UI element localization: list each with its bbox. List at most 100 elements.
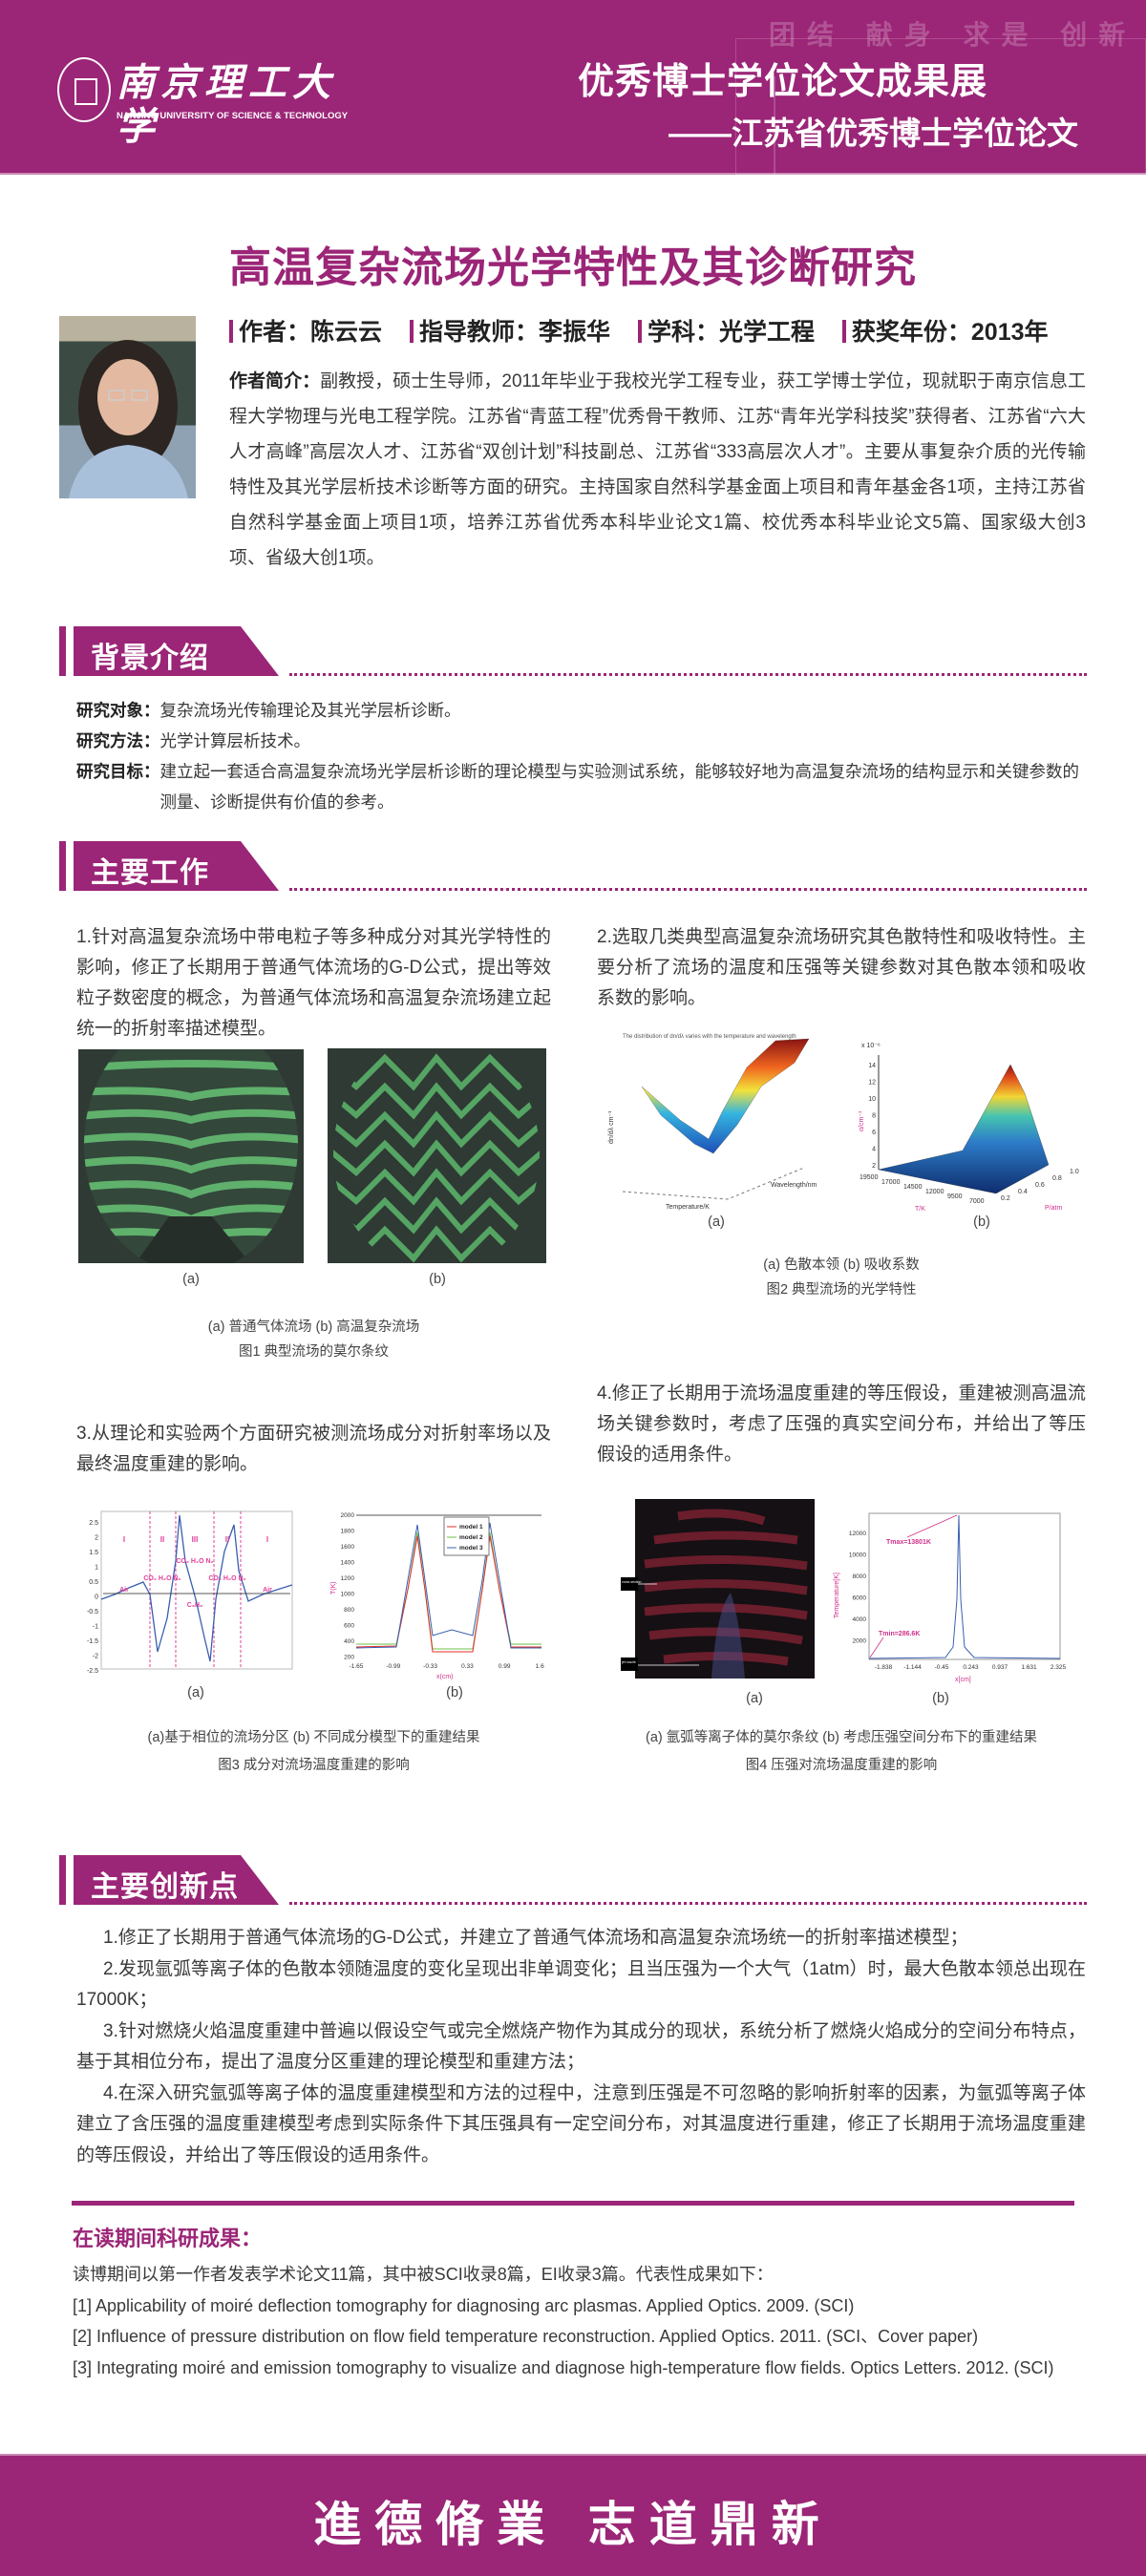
header-banner: 团结 献身 求是 创新 南京理工大学 NANJING UNIVERSITY OF…: [0, 0, 1146, 175]
dotted-divider: [289, 1902, 1087, 1905]
axis-label: Wavelength/nm: [771, 1182, 817, 1189]
tick-label: 0.4: [1018, 1189, 1028, 1195]
tick-label: III: [192, 1535, 199, 1544]
decorative-frame: [774, 76, 775, 175]
tick-label: 4000: [853, 1616, 867, 1623]
moire-fringe-image-normal: [78, 1049, 304, 1263]
university-name-en: NANJING UNIVERSITY OF SCIENCE & TECHNOLO…: [117, 111, 349, 121]
motto-watermark: 团结 献身 求是 创新: [769, 19, 1137, 51]
axis-label: T/K: [915, 1206, 925, 1213]
figure-subcaption: (a) 普通气体流场 (b) 高温复杂流场: [207, 1320, 420, 1335]
tick-label: 1400: [341, 1560, 355, 1567]
background-row: 研究方法： 光学计算层析技术。: [76, 726, 1089, 756]
annotation-tmax: Tmax=13801K: [886, 1539, 931, 1546]
thesis-title: 高温复杂流场光学特性及其诊断研究: [229, 244, 917, 291]
axis-label: α/cm⁻¹: [859, 1110, 865, 1131]
row-label: 研究方法：: [76, 731, 160, 750]
tick-label: 200: [344, 1655, 354, 1661]
dotted-divider: [289, 673, 1087, 676]
tick-label: C₃H₈: [187, 1602, 203, 1609]
dispersion-surface-plot: The distribution of dn/dλ varies with th…: [604, 1029, 838, 1211]
row-label: 研究对象：: [76, 701, 160, 720]
tick-label: 2.325: [1050, 1664, 1067, 1671]
tick-label: Air: [119, 1587, 129, 1594]
bio-text: 副教授，硕士生导师，2011年毕业于我校光学工程专业，获工学博士学位，现就职于南…: [229, 371, 1086, 568]
figure-caption: 图1 典型流场的莫尔条纹: [238, 1344, 390, 1360]
argon-arc-moire-image: cross section jet nozzle: [621, 1497, 817, 1680]
axis-label: Temperature[K]: [834, 1573, 840, 1618]
section-title: 主要工作: [74, 841, 279, 891]
accent-bar: [841, 320, 846, 343]
tick-label: 12000: [849, 1531, 866, 1537]
figure-subcaption: (a) 氩弧等离子体的莫尔条纹 (b) 考虑压强空间分布下的重建结果: [645, 1730, 1038, 1745]
accent-bar: [409, 320, 414, 343]
innovation-item: 1.修正了长期用于普通气体流场的G-D公式，并建立了普通气体流场和高温复杂流场统…: [103, 1928, 968, 1948]
exhibition-subtitle: ——江苏省优秀博士学位论文: [668, 116, 1078, 151]
section-header-main-work: 主要工作: [59, 841, 1087, 891]
background-row: 研究目标： 建立起一套适合高温复杂流场光学层析诊断的理论模型与实验测试系统，能够较…: [76, 756, 1089, 817]
subfigure-label: (a): [708, 1214, 725, 1230]
advisor-name: 指导教师：李振华: [418, 319, 610, 346]
tick-label: 2: [95, 1535, 98, 1542]
discipline: 学科：光学工程: [647, 319, 815, 346]
tick-label: II: [225, 1535, 229, 1544]
research-list: 读博期间以第一作者发表学术论文11篇，其中被SCI收录8篇，EI收录3篇。代表性…: [73, 2259, 1085, 2383]
tick-label: model 1: [459, 1524, 483, 1531]
tick-label: -0.99: [386, 1663, 400, 1670]
subfigure-label: (a): [182, 1272, 200, 1287]
tick-label: 0.5: [89, 1579, 98, 1586]
axis-scale: x 10⁻⁶: [861, 1043, 881, 1049]
section-title: 主要创新点: [74, 1855, 279, 1905]
tick-label: -2.5: [87, 1668, 98, 1675]
tick-label: 2000: [853, 1638, 867, 1645]
axis-label: x(cm): [436, 1674, 454, 1680]
tick-label: 19500: [860, 1174, 879, 1181]
tick-label: -1.65: [350, 1663, 364, 1670]
tick-label: -0.5: [87, 1609, 98, 1615]
tick-label: Air: [263, 1587, 272, 1594]
accent-bar: [59, 626, 66, 676]
innovation-item: 2.发现氩弧等离子体的色散本领随温度的变化呈现出非单调变化；且当压强为一个大气（…: [76, 1958, 1086, 2011]
dotted-divider: [289, 888, 1087, 891]
axis-label: dn/dλ cm⁻¹: [608, 1110, 615, 1144]
tick-label: CO₂ H₂O N₂: [176, 1558, 213, 1565]
axis-label: Temperature/K: [666, 1204, 710, 1211]
section-header-innovations: 主要创新点: [59, 1855, 1087, 1905]
tick-label: 4: [872, 1147, 876, 1153]
tick-label: 9500: [947, 1193, 963, 1200]
tick-label: 1200: [341, 1575, 355, 1582]
tick-label: 1.65: [536, 1663, 544, 1670]
background-row: 研究对象： 复杂流场光传输理论及其光学层析诊断。: [76, 695, 1089, 726]
author-meta: 作者：陈云云 指导教师：李振华 学科：光学工程 获奖年份：2013年: [229, 313, 1049, 348]
tick-label: 10000: [849, 1552, 866, 1559]
tick-label: 6000: [853, 1595, 867, 1602]
tick-label: 1000: [341, 1592, 355, 1598]
research-summary: 读博期间以第一作者发表学术论文11篇，其中被SCI收录8篇，EI收录3篇。代表性…: [73, 2265, 774, 2284]
tick-label: 0.2: [1001, 1195, 1010, 1202]
paper-item: [3] Integrating moiré and emission tomog…: [73, 2357, 1054, 2377]
innovation-item: 4.在深入研究氩弧等离子体的温度重建模型和方法的过程中，注意到压强是不可忽略的影…: [76, 2082, 1086, 2165]
annotation-tmin: Tmin=286.6K: [879, 1631, 920, 1637]
moire-fringe-image-complex: [328, 1048, 546, 1263]
tick-label: 12: [868, 1080, 876, 1087]
tick-label: model 3: [459, 1545, 483, 1552]
tick-label: 7000: [969, 1198, 985, 1205]
tick-label: 600: [344, 1623, 354, 1630]
axis-label: P/atm: [1045, 1205, 1062, 1212]
research-heading: 在读期间科研成果：: [73, 2227, 263, 2250]
tick-label: 6: [872, 1130, 876, 1136]
tick-label: 12000: [925, 1189, 944, 1195]
tick-label: -2: [93, 1654, 98, 1660]
section-title: 背景介绍: [74, 626, 279, 676]
tick-label: -1: [93, 1624, 98, 1631]
footer-banner: 進德脩業 志道鼎新: [0, 2454, 1146, 2576]
axis-label: x[cm]: [955, 1677, 971, 1683]
tick-label: 1: [95, 1565, 98, 1572]
tick-label: 0: [95, 1594, 98, 1601]
paper-item: [2] Influence of pressure distribution o…: [73, 2327, 979, 2346]
decorative-frame: [735, 38, 1146, 175]
award-year: 获奖年份：2013年: [851, 319, 1049, 346]
annotation-label: jet nozzle: [621, 1660, 636, 1664]
innovation-list: 1.修正了长期用于普通气体流场的G-D公式，并建立了普通气体流场和高温复杂流场统…: [76, 1923, 1086, 2171]
tick-label: 0.6: [1035, 1182, 1045, 1189]
